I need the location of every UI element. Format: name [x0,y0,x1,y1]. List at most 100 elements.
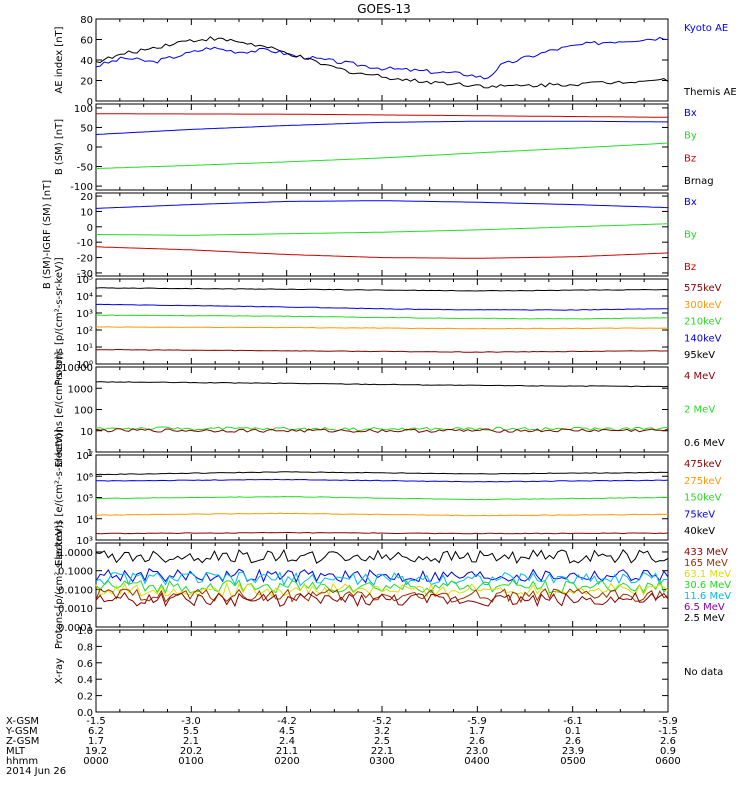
legend-item: 0.6 MeV [684,438,725,449]
orbit-value: 0.1 [565,726,581,737]
orbit-value: 2.6 [565,736,581,747]
legend-item: By [684,131,697,142]
legend-item: 63.1 MeV [684,569,731,580]
legend-item: Bx [684,108,697,119]
orbit-value: 22.1 [370,746,394,757]
series-2-5-mev [95,548,669,564]
orbit-value: 2.6 [660,736,676,747]
legend-item: 165 MeV [684,558,728,569]
y-tick-label: 10³ [76,309,93,320]
orbit-value: -5.2 [372,716,392,727]
y-tick-label: 20 [80,77,93,88]
series-475kev [95,531,669,535]
orbit-value: 20.2 [179,746,203,757]
legend-item: 40keV [684,526,715,537]
legend-item: 75keV [684,509,715,520]
y-tick-label: 0.6 [77,659,93,670]
legend-item: By [684,230,697,241]
legend-item: Brnag [684,176,714,187]
orbit-value: 0600 [655,756,681,767]
legend-item: 2.5 MeV [684,613,725,624]
y-tick-label: 10⁰ [76,360,93,371]
orbit-row-label: X-GSM [6,716,40,727]
y-tick-label: 10⁴ [76,292,93,303]
orbit-value: 0.9 [660,746,676,757]
y-tick-label: -10 [77,238,93,249]
y-tick-label: 0.0010 [58,604,93,615]
orbit-value: 0200 [274,756,300,767]
panel-electrons-kev: 10³ 10⁴ 10⁵ 10⁶ 10⁷ Electrons [e/(cm²-s-sr-ke… [54,429,722,566]
legend-item: 95keV [684,350,715,361]
series-210kev [96,314,669,320]
y-tick-label: 10⁴ [76,515,93,526]
series-0-6-mev [95,381,669,388]
series-2-mev [95,426,669,432]
y-tick-label: 100 [74,104,93,115]
y-axis-label: Protons [p/(cm²-s-sr-keV)] [54,257,65,385]
series-275kev [96,512,669,517]
orbit-value: -5.9 [658,716,678,727]
series-bx [95,120,669,135]
y-tick-label: 1 [87,448,93,459]
orbit-value: -1.5 [86,716,106,727]
y-tick-label: 0.2 [77,692,93,703]
y-tick-label: 0 [87,223,93,234]
orbit-value: 2.1 [183,736,199,747]
legend-item: Themis AE [683,87,737,98]
orbit-value: 23.9 [561,746,585,757]
orbit-value: 2.5 [374,736,390,747]
legend-item: 11.6 MeV [684,591,731,602]
y-tick-label: -100 [70,182,93,193]
orbit-value: -4.2 [277,716,297,727]
orbit-value: 1.7 [88,736,104,747]
orbit-value: 4.5 [279,726,295,737]
y-tick-label: 0.1000 [58,567,93,578]
legend-item: No data [684,667,723,678]
y-tick-label: 0 [87,97,93,108]
legend-item: Bz [684,153,696,164]
series-575kev [95,349,669,353]
legend-item: 300keV [684,300,722,311]
panel-frame [95,18,669,102]
legend-item: Bz [684,262,696,273]
series-40kev [95,471,668,476]
series-75kev [96,478,669,483]
orbit-row-label: Z-GSM [6,736,40,747]
orbit-value: -3.0 [181,716,201,727]
y-tick-label: 0.8 [77,642,93,653]
panel-protons-low: 10⁰ 10¹ 10² 10³ 10⁴ 10⁵ Protons [p/(cm²-s-sr-k… [54,257,722,385]
y-tick-label: 0.0 [77,708,93,719]
series-themis-ae [95,36,669,89]
orbit-value: 0000 [83,756,109,767]
y-tick-label: -50 [77,163,93,174]
orbit-value: 2.4 [279,736,295,747]
legend-item: 275keV [684,476,722,487]
y-tick-label: 10⁵ [76,275,93,286]
y-tick-label: 1.0 [77,626,93,637]
chart-title: GOES-13 [357,2,411,16]
y-tick-label: 10 [80,427,93,438]
panel-ae-index: 0 20 40 60 80 AE index [nT] Kyoto AE Themis AE [54,15,737,108]
legend-item: 30.6 MeV [684,580,731,591]
y-axis-label: X-ray [54,658,65,684]
y-axis-label: Electrons [e/(cm²-s-sr)] [54,352,65,468]
y-tick-label: 100 [74,406,93,417]
legend-item: 433 MeV [684,547,728,558]
series-by [95,142,669,169]
series-bz [95,246,669,259]
series-300kev [95,326,669,330]
orbit-value: 19.2 [84,746,108,757]
orbit-value: 6.2 [88,726,104,737]
y-tick-label: 10³ [76,536,93,547]
y-axis-label: Electrons [e/(cm²-s-sr-keV)] [54,429,65,566]
orbit-value: 23.0 [465,746,489,757]
series-brnag [96,113,668,118]
y-tick-label: 80 [80,15,93,26]
series-kyoto-ae [95,36,669,80]
legend-item: 6.5 MeV [684,602,725,613]
y-tick-label: 10⁵ [76,494,93,505]
legend-item: 2 MeV [684,405,715,416]
